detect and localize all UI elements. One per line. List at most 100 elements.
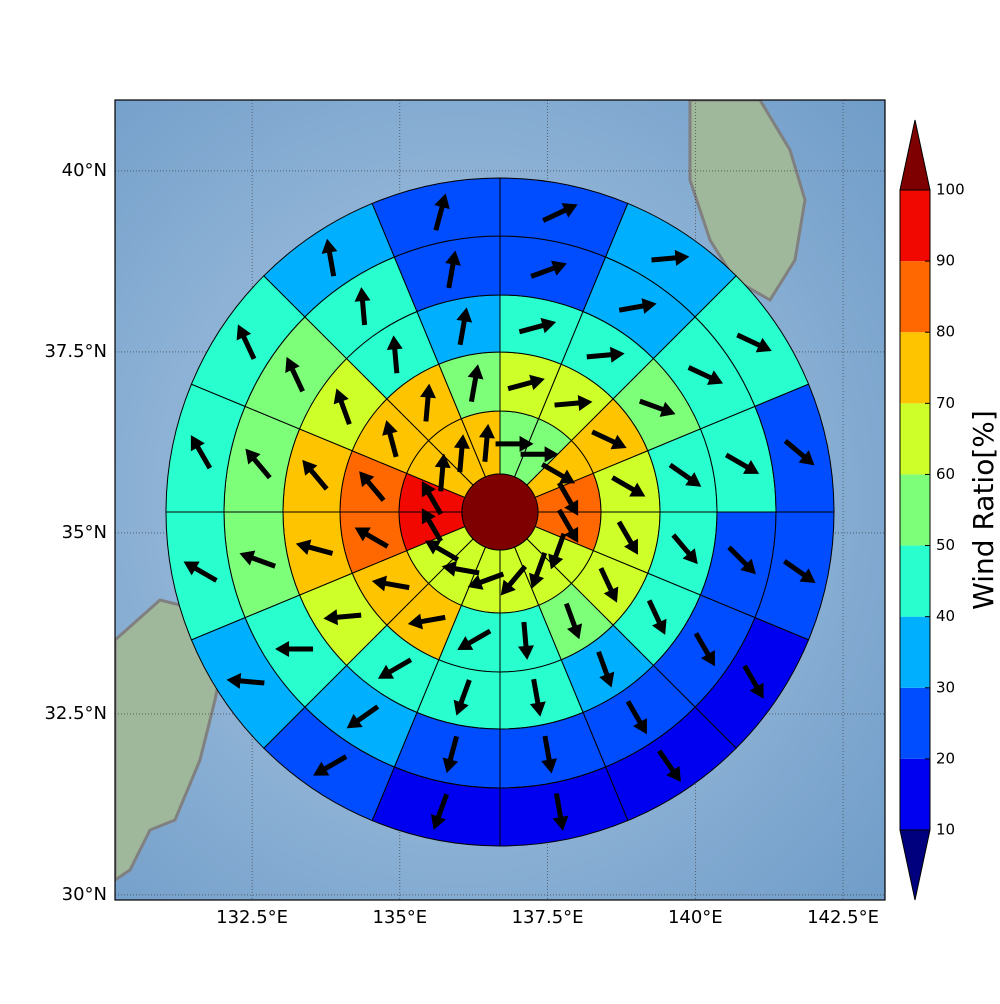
wind-arrow [407, 613, 446, 630]
wind-arrow [467, 571, 505, 590]
wind-arrow [783, 439, 815, 466]
y-tick-label: 30°N [62, 884, 107, 905]
x-tick-label: 142.5°E [807, 907, 879, 928]
wind-arrow [596, 650, 615, 688]
land [688, 100, 807, 303]
x-tick-label: 140°E [668, 907, 723, 928]
plot-frame [114, 99, 886, 901]
wind-arrow [586, 346, 625, 363]
layer: 132.5°E 135°E 137.5°E 140°E 142.5°E 30°N 32.5°… [44, 100, 965, 928]
colorbar-tick-label: 30 [936, 678, 955, 696]
wind-arrow [239, 550, 277, 569]
colorbar-tick-label: 20 [936, 749, 955, 767]
colorbar-tick-label: 50 [936, 536, 955, 554]
wind-arrow [371, 575, 410, 592]
wind-arrow [500, 564, 528, 596]
x-tick-label: 135°E [372, 907, 427, 928]
wind-arrow [285, 356, 305, 393]
colorbar-extend-low [899, 829, 931, 901]
wind-arrow [616, 520, 638, 555]
wind-arrow [542, 203, 578, 223]
wind-arrow [430, 793, 450, 830]
wind-arrow [693, 632, 715, 667]
wind-arrow [727, 545, 756, 575]
wind-arrow [453, 434, 470, 473]
wind-arrow [323, 609, 362, 626]
wind-arrow [671, 533, 698, 565]
center-cell [461, 473, 539, 551]
wind-arrow [359, 471, 386, 502]
wind-arrow [563, 602, 583, 640]
wind-arrow [441, 560, 480, 577]
wind-arrow [445, 250, 461, 289]
colorbar-tick-label: 70 [936, 394, 955, 412]
wind-arrow [646, 599, 667, 635]
wind-arrow [421, 508, 444, 543]
wind-arrow [442, 735, 459, 774]
wind-arrow [598, 567, 619, 603]
wind-arrow [457, 628, 492, 650]
sector [371, 177, 501, 258]
wind-arrow [556, 508, 579, 543]
colorbar-tick-label: 40 [936, 607, 955, 625]
wind-arrow [782, 559, 816, 583]
colorbar-bin [900, 332, 930, 404]
wind-arrow [421, 481, 444, 516]
y-tick-label: 40°N [62, 160, 107, 181]
wind-arrow [275, 640, 314, 657]
wind-arrow [346, 704, 380, 729]
wind-arrow [183, 561, 218, 583]
wind-arrow [618, 298, 657, 314]
wind-arrow [529, 552, 548, 589]
wind-arrow [638, 398, 676, 417]
wind-arrow [382, 420, 399, 458]
wind-arrow [302, 459, 329, 491]
wind-arrow [687, 365, 724, 385]
colorbar-bin [900, 687, 930, 759]
wind-arrow [434, 453, 451, 492]
colorbar-bin [900, 545, 930, 617]
colorbar-bin [900, 758, 930, 830]
colorbar-tick-label: 10 [936, 821, 955, 839]
wind-arrow [433, 193, 450, 231]
wind-arrow [478, 423, 495, 462]
wind-arrow [456, 307, 473, 346]
wind-arrow [736, 332, 772, 353]
wind-arrow [386, 335, 403, 374]
y-tick-label: 37.5°N [44, 341, 107, 362]
wind-arrow [245, 448, 272, 480]
wind-arrow [554, 395, 593, 411]
wind-arrow [591, 429, 627, 450]
wind-arrow [377, 657, 413, 679]
x-tick-label: 132.5°E [216, 907, 288, 928]
y-tick-label: 32.5°N [44, 703, 107, 724]
wind-arrow [541, 735, 558, 774]
wind-arrow [495, 435, 534, 452]
wind-arrow [518, 317, 557, 335]
wind-arrow [651, 249, 690, 266]
colorbar-frame [899, 189, 931, 831]
wind-arrow [657, 749, 681, 782]
wind-arrow [236, 324, 257, 360]
wind-arrow [552, 792, 569, 831]
wind-arrow [518, 621, 534, 660]
wind-arrow [424, 540, 460, 562]
wind-arrow [529, 678, 546, 717]
wind-arrow [354, 527, 389, 549]
wind-arrow [556, 481, 579, 516]
wind-arrow [625, 700, 647, 735]
wind-arrow [313, 754, 348, 776]
wind-arrow [295, 539, 334, 556]
y-tick-label: 35°N [62, 522, 107, 543]
wind-arrow [724, 452, 760, 474]
colorbar-extend-high [899, 119, 931, 191]
x-tick-label: 137.5°E [512, 907, 584, 928]
wind-arrow [420, 383, 436, 422]
wind-arrow [548, 532, 567, 570]
colorbar-tick-label: 90 [936, 252, 955, 270]
colorbar-bin [900, 190, 930, 262]
wind-arrow [321, 238, 338, 277]
colorbar-tick-label: 80 [936, 323, 955, 341]
wind-arrow [190, 435, 213, 470]
